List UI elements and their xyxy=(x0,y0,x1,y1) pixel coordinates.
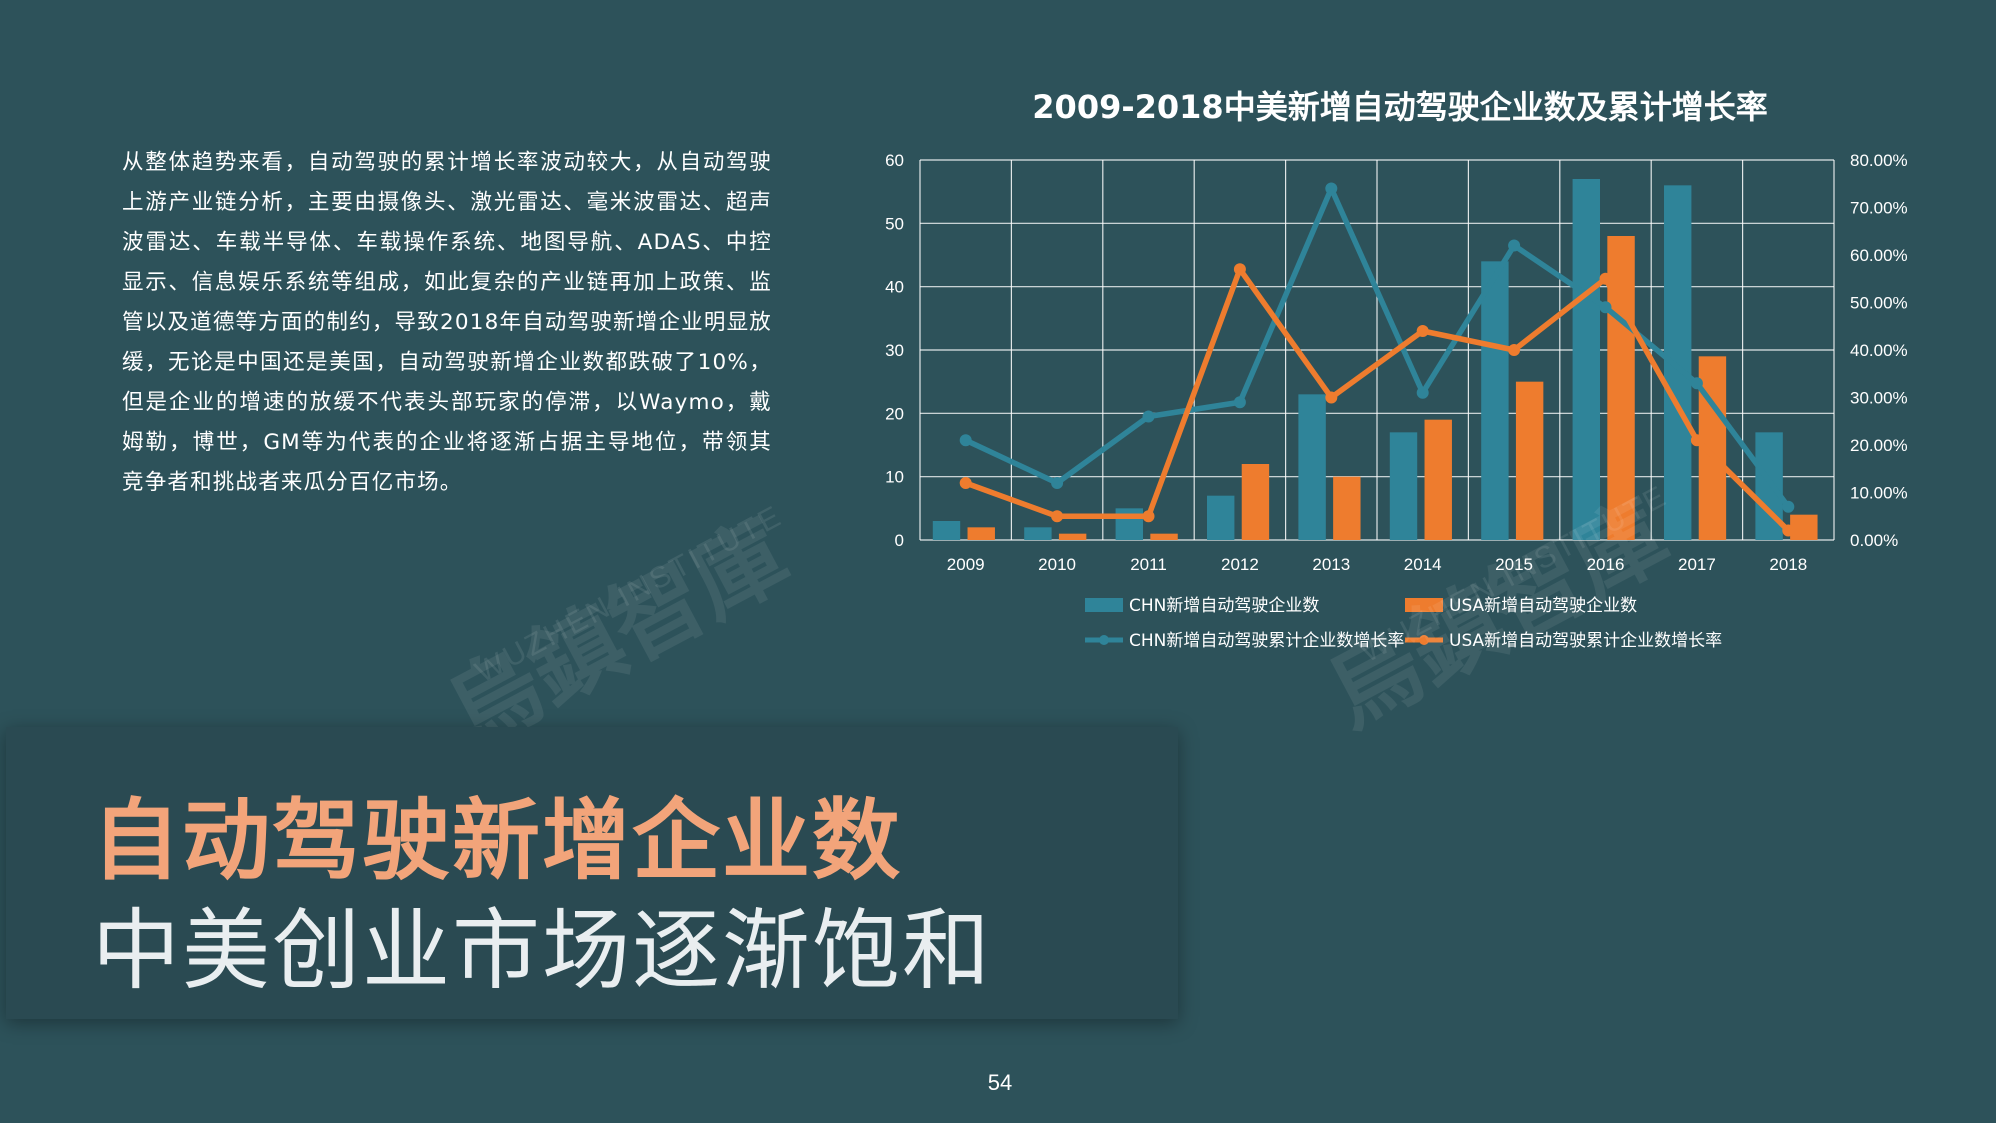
bar-chn xyxy=(1298,394,1326,540)
y-right-tick-label: 70.00% xyxy=(1850,199,1908,218)
y-left-tick-label: 60 xyxy=(885,151,904,170)
chn-rate-point xyxy=(1599,301,1612,314)
usa-rate-point xyxy=(1508,344,1521,356)
chn-rate-point xyxy=(1508,239,1521,252)
usa-rate-point xyxy=(959,477,972,489)
x-tick-label: 2018 xyxy=(1769,555,1807,574)
y-right-tick-label: 20.00% xyxy=(1850,436,1908,455)
chn-rate-line xyxy=(964,185,1791,509)
usa-rate-point xyxy=(1599,272,1612,285)
x-tick-label: 2010 xyxy=(1038,555,1076,574)
x-tick-label: 2015 xyxy=(1495,555,1533,574)
x-tick-label: 2013 xyxy=(1312,555,1350,574)
legend-chn-line-label: CHN新增自动驾驶累计企业数增长率 xyxy=(1129,631,1404,651)
legend-usa-line-label: USA新增自动驾驶累计企业数增长率 xyxy=(1449,631,1722,651)
bar-usa xyxy=(1515,381,1544,540)
chn-rate-point xyxy=(1142,410,1155,423)
x-tick-label: 2012 xyxy=(1221,555,1259,574)
legend-usa-bar-swatch xyxy=(1405,598,1443,612)
y-left-tick-label: 50 xyxy=(885,214,904,233)
y-right-tick-label: 10.00% xyxy=(1850,484,1908,503)
bar-usa xyxy=(1333,476,1361,540)
y-right-tick-label: 40.00% xyxy=(1850,341,1908,360)
usa-rate-point xyxy=(1142,510,1155,523)
chn-rate-point xyxy=(1782,500,1795,513)
usa-rate-point xyxy=(1782,524,1795,537)
legend-chn-line-marker xyxy=(1099,635,1109,645)
legend-chn-bar-swatch xyxy=(1085,598,1123,612)
y-left-tick-label: 10 xyxy=(885,468,904,487)
combo-chart: 0 10 20 30 40 50 60 0.00% 10.00% 20.00% 30.00% 40.0… xyxy=(885,151,1908,651)
x-tick-label: 2014 xyxy=(1404,555,1442,574)
bar-chn xyxy=(1024,527,1052,540)
bar-chn xyxy=(1115,508,1144,540)
y-left-tick-label: 20 xyxy=(885,404,904,423)
chn-rate-point xyxy=(1233,396,1246,409)
usa-rate-point xyxy=(1690,434,1703,447)
bar-chn xyxy=(1389,432,1418,540)
bar-usa xyxy=(1058,533,1087,540)
y-right-tick-label: 50.00% xyxy=(1850,294,1908,313)
chart-title: 2009-2018中美新增自动驾驶企业数及累计增长率 xyxy=(1032,88,1768,126)
chn-rate-point xyxy=(1690,377,1703,390)
y-right-tick-label: 30.00% xyxy=(1850,389,1908,408)
usa-rate-point xyxy=(1416,325,1429,337)
bar-chn xyxy=(1481,261,1509,540)
description-paragraph: 从整体趋势来看，自动驾驶的累计增长率波动较大，从自动驾驶上游产业链分析，主要由摄… xyxy=(122,150,772,495)
bar-chn xyxy=(1572,179,1601,540)
headline-panel xyxy=(6,727,1178,1019)
bar-usa xyxy=(1150,533,1178,540)
headline-title: 自动驾驶新增企业数 xyxy=(92,789,903,892)
y-left-tick-label: 0 xyxy=(895,531,904,550)
page-number: 54 xyxy=(987,1070,1013,1095)
x-tick-label: 2011 xyxy=(1130,555,1167,574)
legend-chn-bar-label: CHN新增自动驾驶企业数 xyxy=(1129,596,1319,616)
y-left-tick-label: 40 xyxy=(885,278,904,297)
chn-rate-point xyxy=(959,434,972,447)
usa-rate-point xyxy=(1325,391,1338,404)
legend-usa-bar-label: USA新增自动驾驶企业数 xyxy=(1449,596,1637,616)
bar-chn xyxy=(932,521,961,540)
chn-rate-point xyxy=(1051,477,1064,489)
chn-rate-point xyxy=(1416,386,1429,399)
y-right-tick-label: 80.00% xyxy=(1850,151,1908,170)
bar-usa xyxy=(1424,419,1452,540)
usa-rate-point xyxy=(1233,263,1246,276)
bar-chn xyxy=(1206,495,1235,540)
y-left-tick-label: 30 xyxy=(885,341,904,360)
x-tick-label: 2017 xyxy=(1678,555,1716,574)
bar-usa xyxy=(1790,514,1818,540)
chn-rate-point xyxy=(1325,182,1338,195)
usa-rate-line xyxy=(964,266,1791,533)
headline-subtitle: 中美创业市场逐渐饱和 xyxy=(92,899,993,1002)
usa-rate-point xyxy=(1051,510,1064,523)
y-right-tick-label: 60.00% xyxy=(1850,246,1908,265)
x-tick-label: 2016 xyxy=(1587,555,1625,574)
bar-usa xyxy=(1241,464,1270,540)
legend-usa-line-marker xyxy=(1419,635,1429,645)
y-right-tick-label: 0.00% xyxy=(1850,531,1898,550)
bar-usa xyxy=(967,527,995,540)
x-tick-label: 2009 xyxy=(947,555,985,574)
